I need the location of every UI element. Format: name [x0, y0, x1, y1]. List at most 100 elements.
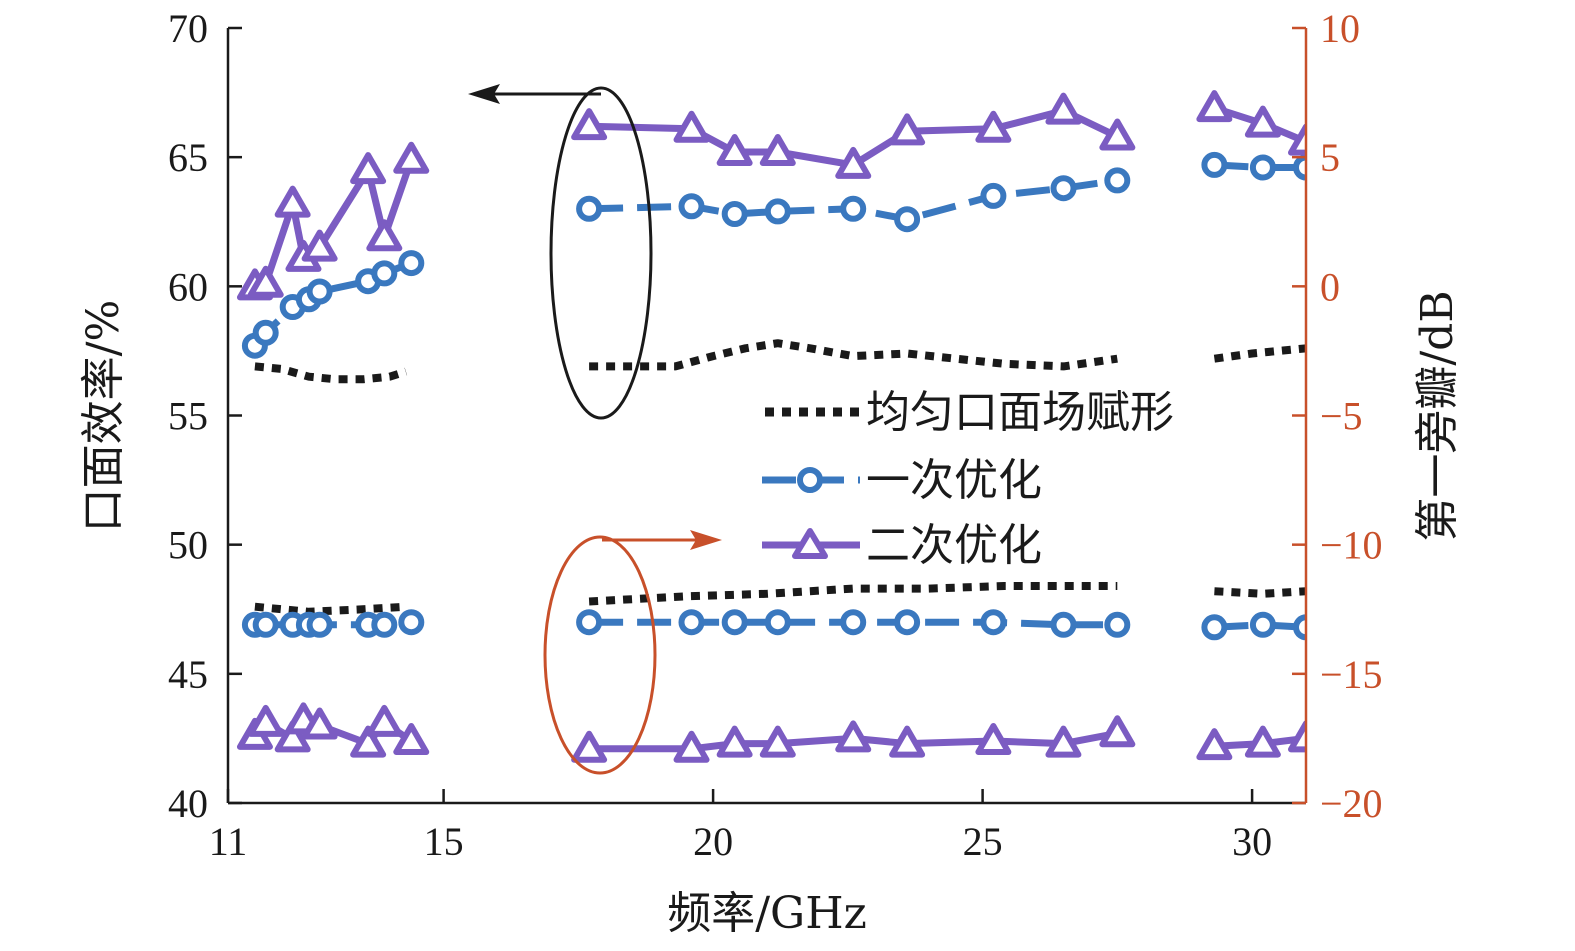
point-second-left-0-1 [247, 265, 284, 298]
point-second-right-0-1 [247, 704, 284, 737]
x-tick-label-20: 20 [693, 819, 733, 864]
point-first-left-1-4 [840, 195, 867, 222]
point-second-right-2-1 [1244, 725, 1281, 758]
left-y-tick-label-70: 70 [168, 6, 208, 51]
point-second-left-0-7 [393, 141, 430, 174]
point-second-left-1-1 [673, 110, 710, 143]
series-line-uniform-left-seg2 [1213, 344, 1306, 363]
left-pointing-arrowhead [468, 84, 500, 104]
point-first-left-0-1 [252, 319, 279, 346]
right-pointing-arrowhead [690, 530, 722, 550]
point-second-right-1-0 [571, 730, 608, 763]
right-y-tick-label-10: 10 [1320, 6, 1360, 51]
point-first-left-2-1 [1249, 154, 1276, 181]
point-second-right-1-6 [975, 723, 1012, 755]
x-tick-label-11: 11 [209, 819, 248, 864]
legend: 均匀口面场赋形 一次优化 二次优化 [762, 387, 1174, 571]
right-axis-ellipse [543, 535, 657, 775]
point-first-left-1-1 [678, 193, 705, 220]
point-second-right-0-2 [274, 720, 311, 753]
point-second-left-2-0 [1196, 90, 1233, 123]
right-y-tick-label--5: −5 [1320, 394, 1363, 439]
point-second-right-0-7 [393, 723, 430, 755]
series-line-uniform-right-seg2 [1214, 587, 1306, 598]
point-first-right-1-2 [721, 609, 748, 636]
legend-label-uniform: 均匀口面场赋形 [866, 387, 1174, 438]
right-y-tick-label-5: 5 [1320, 135, 1340, 180]
legend-entry-first: 一次优化 [762, 455, 1042, 506]
point-second-left-0-2 [274, 185, 311, 218]
point-second-right-2-0 [1196, 728, 1233, 761]
series-uniform-left [254, 339, 1306, 384]
point-second-right-1-5 [889, 725, 926, 758]
point-first-left-1-2 [721, 201, 748, 227]
point-first-right-2-2 [1293, 614, 1306, 641]
right-y-tick-label--15: −15 [1320, 652, 1383, 697]
point-second-left-1-2 [716, 134, 753, 166]
point-first-left-2-2 [1293, 154, 1306, 181]
point-second-left-1-8 [1099, 118, 1136, 151]
legend-marker-first [797, 467, 823, 493]
series-first-right [241, 609, 1306, 641]
point-first-left-0-7 [398, 250, 425, 277]
x-tick-label-30: 30 [1232, 819, 1272, 864]
point-second-left-1-4 [835, 146, 872, 179]
point-second-left-1-7 [1045, 92, 1082, 125]
point-first-left-2-0 [1201, 151, 1228, 178]
point-first-right-1-1 [678, 609, 705, 636]
axes: 11 15 20 25 30 40 45 50 55 60 65 70 −20 −15 −10 −5 0 5 10 [168, 6, 1383, 864]
series-second-right [236, 702, 1306, 763]
point-first-left-0-6 [371, 260, 398, 287]
point-first-right-0-1 [252, 611, 279, 638]
point-first-right-1-3 [764, 609, 791, 636]
point-first-right-0-7 [398, 609, 425, 636]
x-tick-label-15: 15 [424, 819, 464, 864]
series-line-uniform-left-seg1 [589, 339, 1118, 371]
right-y-tick-label-0: 0 [1320, 264, 1340, 309]
x-tick-label-25: 25 [963, 819, 1003, 864]
left-axis-ellipse [549, 86, 653, 420]
point-second-right-0-4 [301, 707, 338, 740]
point-first-right-1-6 [980, 609, 1007, 636]
point-first-right-2-1 [1249, 611, 1276, 638]
point-first-left-1-8 [1104, 167, 1131, 194]
point-second-left-0-5 [350, 152, 387, 185]
point-first-left-1-7 [1050, 175, 1077, 202]
left-y-tick-label-40: 40 [168, 781, 208, 826]
legend-entry-uniform: 均匀口面场赋形 [765, 387, 1174, 438]
left-axis-title: 口面效率/% [78, 300, 129, 533]
point-second-left-1-3 [759, 134, 796, 166]
point-first-right-0-6 [371, 611, 398, 638]
left-y-tick-label-45: 45 [168, 652, 208, 697]
right-y-tick-label--10: −10 [1320, 523, 1383, 568]
point-second-left-2-1 [1244, 105, 1281, 138]
point-first-right-2-0 [1201, 614, 1228, 641]
point-first-left-0-4 [306, 278, 333, 305]
point-second-right-1-1 [673, 730, 710, 763]
point-first-left-1-0 [576, 195, 603, 222]
right-axis-title: 第一旁瓣/dB [1412, 290, 1463, 541]
point-first-right-1-8 [1104, 611, 1131, 638]
annotations [468, 84, 722, 775]
point-first-right-1-7 [1050, 611, 1077, 638]
point-second-left-2-2 [1288, 123, 1306, 156]
series-uniform-right [254, 582, 1306, 616]
point-first-right-0-4 [306, 611, 333, 638]
point-second-left-1-5 [889, 113, 926, 146]
series-second-left [236, 90, 1306, 301]
plot-area [236, 90, 1306, 763]
left-y-tick-label-50: 50 [168, 523, 208, 568]
point-second-right-0-6 [366, 704, 403, 737]
point-second-left-0-6 [366, 219, 403, 252]
point-second-right-1-4 [835, 720, 872, 753]
series-line-uniform-right-seg1 [588, 582, 1118, 606]
point-first-right-1-5 [894, 609, 921, 636]
legend-entry-second: 二次优化 [762, 520, 1042, 571]
legend-label-first: 一次优化 [866, 455, 1042, 506]
series-line-uniform-left-seg0 [254, 362, 408, 384]
left-y-tick-label-65: 65 [168, 135, 208, 180]
point-first-right-1-0 [576, 609, 603, 636]
point-second-left-1-6 [975, 110, 1012, 143]
left-y-tick-label-55: 55 [168, 394, 208, 439]
